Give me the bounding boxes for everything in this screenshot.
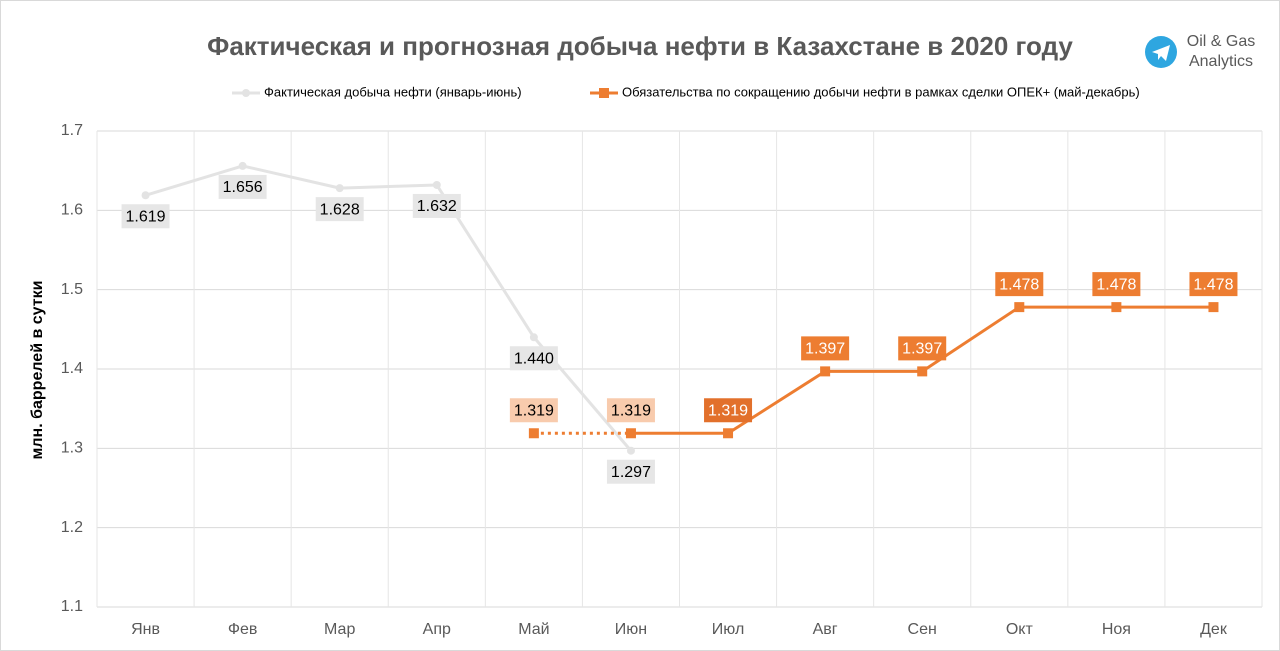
data-label: 1.397	[902, 341, 942, 358]
marker	[529, 333, 538, 342]
y-tick-label: 1.6	[61, 202, 83, 219]
data-label-bg	[412, 193, 461, 218]
x-tick-label: Май	[518, 621, 549, 638]
y-tick-label: 1.5	[61, 281, 83, 298]
marker	[1111, 302, 1122, 313]
marker	[1208, 302, 1219, 313]
marker	[242, 89, 250, 97]
x-tick-label: Янв	[131, 621, 160, 638]
data-label: 1.478	[999, 276, 1039, 293]
data-label-bg	[898, 336, 947, 361]
data-label-bg	[995, 272, 1044, 297]
line-segment	[727, 370, 826, 435]
logo-text: Analytics	[1189, 53, 1253, 70]
data-label-bg	[509, 398, 558, 423]
x-tick-label: Июн	[615, 621, 647, 638]
data-label: 1.478	[1096, 276, 1136, 293]
data-label-bg	[218, 174, 267, 199]
x-tick-label: Фев	[228, 621, 258, 638]
marker	[820, 366, 831, 377]
data-label-bg	[704, 398, 753, 423]
y-tick-label: 1.7	[61, 122, 83, 139]
x-tick-label: Мар	[324, 621, 355, 638]
data-label-bg	[1189, 272, 1238, 297]
data-label: 1.440	[514, 350, 554, 367]
marker	[528, 428, 539, 439]
data-label-bg	[121, 204, 170, 229]
x-tick-label: Ноя	[1102, 621, 1131, 638]
y-tick-label: 1.3	[61, 440, 83, 457]
marker	[238, 161, 247, 170]
x-tick-label: Окт	[1006, 621, 1034, 638]
y-tick-label: 1.2	[61, 519, 83, 536]
line-segment	[339, 183, 437, 190]
data-label: 1.397	[805, 341, 845, 358]
data-label-bg	[801, 336, 850, 361]
marker	[432, 180, 441, 189]
data-label: 1.619	[126, 208, 166, 225]
data-label-bg	[509, 346, 558, 371]
marker	[917, 366, 928, 377]
line-segment	[921, 305, 1021, 373]
x-tick-label: Дек	[1200, 621, 1228, 638]
data-label-bg	[606, 459, 655, 484]
data-label: 1.297	[611, 464, 651, 481]
logo-plane	[1152, 45, 1170, 61]
y-tick-label: 1.4	[61, 360, 83, 377]
data-label: 1.656	[223, 179, 263, 196]
data-label-bg	[315, 197, 364, 222]
legend-label: Обязательства по сокращению добычи нефти…	[622, 84, 1140, 99]
data-label: 1.478	[1193, 276, 1233, 293]
data-label: 1.632	[417, 198, 457, 215]
marker	[141, 191, 150, 200]
x-tick-label: Авг	[813, 621, 838, 638]
data-label: 1.319	[708, 402, 748, 419]
data-label: 1.319	[514, 402, 554, 419]
marker	[723, 428, 734, 439]
logo-text: Oil & Gas	[1187, 33, 1255, 50]
x-tick-label: Сен	[908, 621, 937, 638]
legend-label: Фактическая добыча нефти (январь-июнь)	[264, 84, 522, 99]
marker	[599, 88, 609, 98]
marker	[626, 446, 635, 455]
data-label-bg	[606, 398, 655, 423]
y-tick-label: 1.1	[61, 598, 83, 615]
marker	[1014, 302, 1025, 313]
data-label: 1.319	[611, 402, 651, 419]
x-tick-label: Апр	[423, 621, 451, 638]
marker	[625, 428, 636, 439]
line-segment	[145, 164, 244, 197]
data-label-bg	[1092, 272, 1141, 297]
y-axis-label: млн. баррелей в сутки	[29, 281, 46, 460]
data-label: 1.628	[320, 201, 360, 218]
line-segment	[242, 164, 341, 190]
chart-title: Фактическая и прогнозная добыча нефти в …	[207, 31, 1073, 61]
marker	[335, 184, 344, 193]
x-tick-label: Июл	[712, 621, 744, 638]
